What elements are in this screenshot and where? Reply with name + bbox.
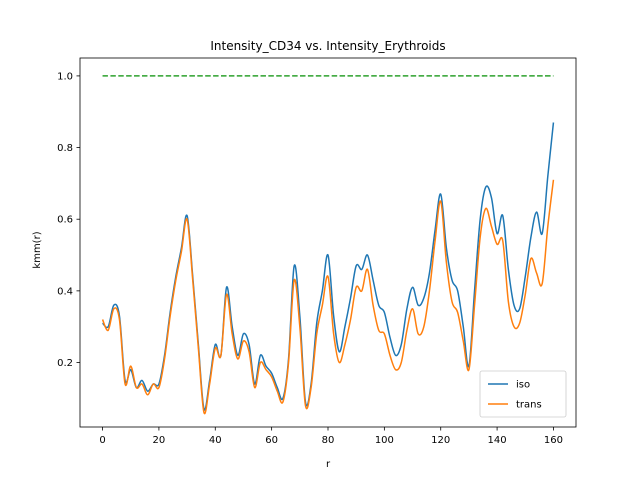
legend-label-trans: trans <box>516 400 542 411</box>
y-tick-label: 0.6 <box>57 215 73 226</box>
x-tick-label: 120 <box>431 435 450 446</box>
legend-label-iso: iso <box>516 380 530 391</box>
x-tick-label: 20 <box>153 435 166 446</box>
y-axis-label: kmm(r) <box>32 231 43 268</box>
axes: 0 20 40 60 80 100 120 140 160 0.2 0.4 0.6 0.8 1.0 <box>57 57 577 446</box>
series-line-trans <box>101 179 555 415</box>
x-tick-label: 140 <box>488 435 507 446</box>
y-tick-label: 0.4 <box>57 286 73 297</box>
y-tick-label: 0.8 <box>57 143 73 154</box>
x-tick-label: 160 <box>544 435 563 446</box>
y-tick-label: 0.2 <box>57 358 73 369</box>
chart-title: Intensity_CD34 vs. Intensity_Erythroids <box>210 39 445 53</box>
legend-box <box>479 370 567 418</box>
y-tick-label: 1.0 <box>57 71 73 82</box>
legend: iso trans <box>479 370 567 418</box>
x-tick-label: 60 <box>265 435 278 446</box>
x-tick-label: 100 <box>375 435 394 446</box>
plot-area <box>101 75 555 415</box>
x-axis-label: r <box>326 459 331 470</box>
x-tick-label: 40 <box>209 435 222 446</box>
x-tick-label: 80 <box>322 435 335 446</box>
x-tick-label: 0 <box>99 435 105 446</box>
